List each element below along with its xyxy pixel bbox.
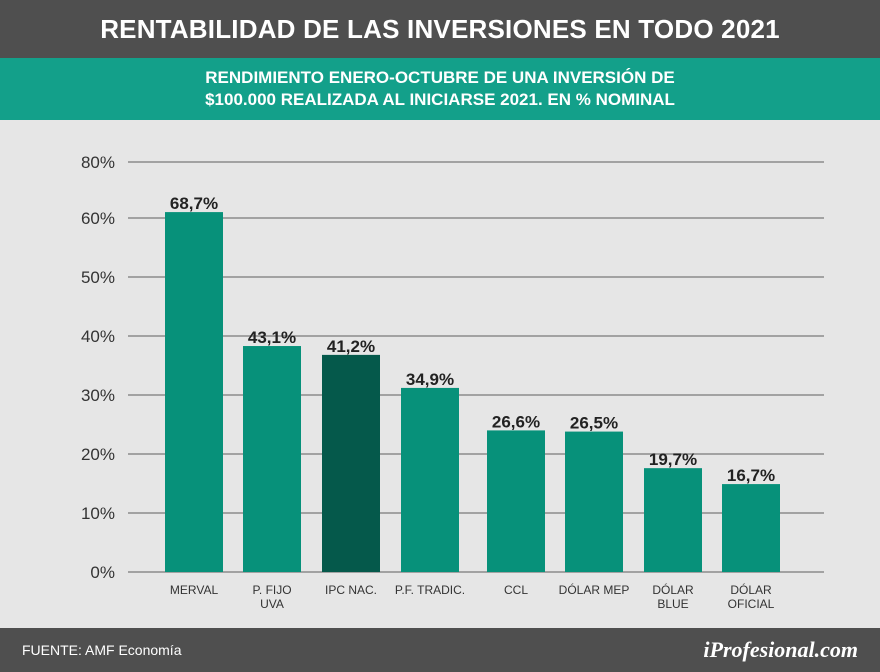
bar-chart: 0% 10% 20% 30% 40% 50% 60% 80% 68,7% MERVAL 43,1% P… — [81, 153, 824, 611]
x-category-label: DÓLAR — [652, 582, 694, 597]
bar — [644, 468, 702, 572]
y-tick-label: 30% — [81, 386, 115, 405]
data-label: 26,6% — [492, 412, 540, 431]
bar — [243, 346, 301, 572]
chart-subtitle-line-2: $100.000 REALIZADA AL INICIARSE 2021. EN… — [205, 90, 675, 109]
chart-title: RENTABILIDAD DE LAS INVERSIONES EN TODO … — [100, 13, 780, 44]
x-category-label: MERVAL — [170, 583, 219, 597]
y-tick-label: 0% — [90, 563, 115, 582]
chart-subtitle-bar: RENDIMIENTO ENERO-OCTUBRE DE UNA INVERSI… — [0, 58, 880, 120]
x-category-label: DÓLAR MEP — [559, 582, 630, 597]
chart-title-bar: RENTABILIDAD DE LAS INVERSIONES EN TODO … — [0, 0, 880, 58]
data-label: 43,1% — [248, 328, 296, 347]
x-category-label: OFICIAL — [728, 597, 775, 611]
data-label: 16,7% — [727, 466, 775, 485]
data-label: 41,2% — [327, 337, 375, 356]
brand-logo: iProfesional.com — [703, 637, 858, 662]
chart-subtitle-line-1: RENDIMIENTO ENERO-OCTUBRE DE UNA INVERSI… — [205, 68, 675, 87]
x-category-label: CCL — [504, 583, 528, 597]
x-category-label: P.F. TRADIC. — [395, 583, 465, 597]
source-note: FUENTE: AMF Economía — [22, 642, 182, 658]
data-label: 68,7% — [170, 194, 218, 213]
x-category-label: DÓLAR — [730, 582, 772, 597]
y-tick-label: 80% — [81, 153, 115, 172]
y-tick-label: 20% — [81, 445, 115, 464]
data-label: 34,9% — [406, 370, 454, 389]
y-tick-label: 10% — [81, 504, 115, 523]
x-category-label: BLUE — [657, 597, 688, 611]
footer: FUENTE: AMF Economía iProfesional.com — [0, 628, 880, 672]
x-category-label: UVA — [260, 597, 284, 611]
chart-area: 0% 10% 20% 30% 40% 50% 60% 80% 68,7% MERVAL 43,1% P… — [0, 120, 880, 628]
y-tick-label: 50% — [81, 268, 115, 287]
x-category-label: IPC NAC. — [325, 583, 377, 597]
data-label: 19,7% — [649, 450, 697, 469]
bar — [322, 354, 380, 572]
bar — [401, 387, 459, 572]
x-category-label: P. FIJO — [252, 583, 291, 597]
bar — [565, 431, 623, 572]
bar — [722, 484, 780, 572]
data-label: 26,5% — [570, 414, 618, 433]
y-tick-label: 40% — [81, 327, 115, 346]
y-tick-label: 60% — [81, 209, 115, 228]
bar — [487, 430, 545, 572]
bar — [165, 212, 223, 572]
